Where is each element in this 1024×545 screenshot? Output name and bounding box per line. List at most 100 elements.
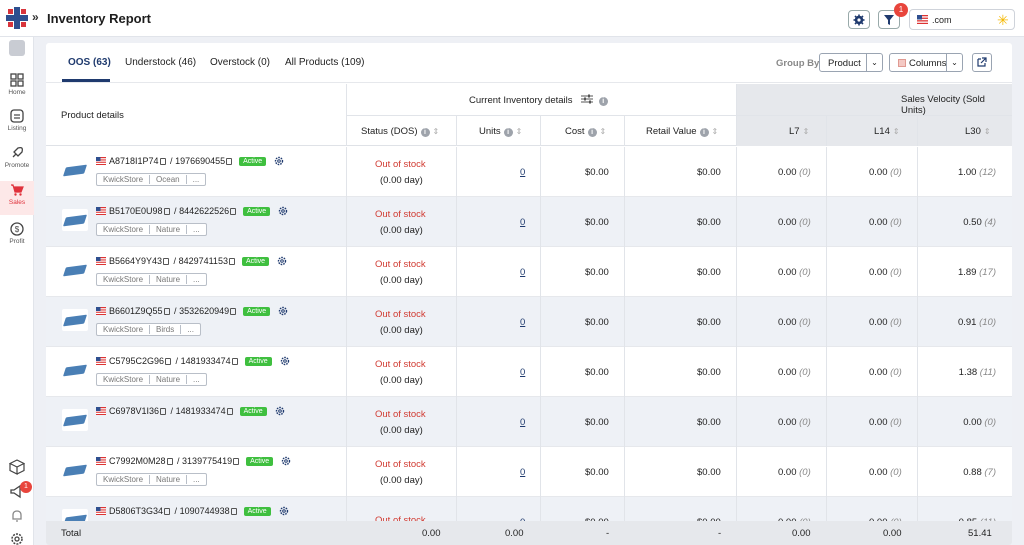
units-link[interactable]: 0 — [520, 167, 526, 178]
product-upc[interactable]: 1481933474 — [175, 406, 226, 416]
copy-icon[interactable] — [230, 308, 237, 315]
product-upc[interactable]: 8442622526 — [179, 206, 230, 216]
sort-icon[interactable]: ⇕ — [802, 127, 810, 136]
expand-sidebar-icon[interactable]: » — [32, 10, 39, 24]
table-row[interactable]: A8718I1P74 / 1976690455 Active KwickStore O… — [46, 147, 1012, 197]
gear-icon[interactable] — [274, 156, 284, 166]
product-thumbnail[interactable] — [62, 409, 88, 431]
export-button[interactable] — [972, 53, 992, 72]
sliders-icon[interactable] — [581, 94, 594, 104]
gear-icon[interactable] — [275, 406, 285, 416]
product-asin[interactable]: C7992M0M28 — [109, 456, 166, 466]
category-breadcrumb[interactable]: KwickStore Nature... — [96, 223, 207, 236]
tab-all-products[interactable]: All Products (109) — [285, 57, 365, 68]
units-link[interactable]: 0 — [520, 367, 526, 378]
product-upc[interactable]: 3139775419 — [182, 456, 233, 466]
info-icon[interactable]: i — [503, 128, 513, 137]
megaphone-icon[interactable] — [9, 484, 25, 500]
product-thumbnail[interactable] — [62, 309, 88, 331]
copy-icon[interactable] — [233, 458, 240, 465]
gear-icon[interactable] — [280, 356, 290, 366]
settings-icon[interactable] — [9, 531, 25, 545]
column-l7[interactable]: L7 ⇕ — [789, 126, 809, 137]
product-thumbnail[interactable] — [62, 159, 88, 181]
copy-icon[interactable] — [165, 358, 172, 365]
units-link[interactable]: 0 — [520, 317, 526, 328]
product-thumbnail[interactable] — [62, 459, 88, 481]
column-status[interactable]: Status (DOS) i ⇕ — [361, 126, 439, 137]
product-thumbnail[interactable] — [62, 209, 88, 231]
settings-button[interactable] — [848, 10, 870, 29]
column-units[interactable]: Units i ⇕ — [479, 126, 522, 137]
category-breadcrumb[interactable]: KwickStore Birds... — [96, 323, 201, 336]
tab-overstock[interactable]: Overstock (0) — [210, 57, 271, 68]
sort-icon[interactable]: ⇕ — [711, 127, 719, 136]
gear-icon[interactable] — [278, 206, 288, 216]
category-breadcrumb[interactable]: KwickStore Nature... — [96, 273, 207, 286]
sidebar-item-home[interactable]: Home — [0, 71, 34, 105]
category-breadcrumb[interactable]: KwickStore Nature... — [96, 473, 207, 486]
info-icon[interactable]: i — [699, 128, 709, 137]
tab-understock[interactable]: Understock (46) — [125, 57, 197, 68]
table-row[interactable]: B6601Z9Q55 / 3532620949 Active KwickStore B… — [46, 297, 1012, 347]
bell-icon[interactable] — [9, 508, 25, 524]
app-logo[interactable] — [6, 7, 28, 29]
product-thumbnail[interactable] — [62, 259, 88, 281]
product-upc[interactable]: 1976690455 — [175, 156, 226, 166]
category-breadcrumb[interactable]: KwickStore Ocean... — [96, 173, 207, 186]
table-row[interactable]: B5170E0U98 / 8442622526 Active KwickStore N… — [46, 197, 1012, 247]
sort-icon[interactable]: ⇕ — [599, 127, 607, 136]
column-cost[interactable]: Cost i ⇕ — [565, 126, 606, 137]
copy-icon[interactable] — [163, 308, 170, 315]
info-icon[interactable]: i — [587, 128, 597, 137]
copy-icon[interactable] — [164, 508, 171, 515]
copy-icon[interactable] — [163, 258, 170, 265]
info-icon[interactable]: i — [420, 128, 430, 137]
copy-icon[interactable] — [160, 408, 167, 415]
copy-icon[interactable] — [226, 408, 233, 415]
product-upc[interactable]: 8429741153 — [178, 256, 228, 266]
product-upc[interactable]: 1090744938 — [179, 506, 230, 516]
sort-icon[interactable]: ⇕ — [515, 127, 523, 136]
copy-icon[interactable] — [166, 458, 173, 465]
units-link[interactable]: 0 — [520, 267, 526, 278]
tab-oos[interactable]: OOS (63) — [68, 57, 111, 68]
units-link[interactable]: 0 — [520, 467, 526, 478]
sidebar-item-promote[interactable]: Promote — [0, 144, 34, 178]
product-asin[interactable]: C5795C2G96 — [109, 356, 165, 366]
product-upc[interactable]: 3532620949 — [179, 306, 230, 316]
column-retail-value[interactable]: Retail Value i ⇕ — [646, 126, 718, 137]
table-row[interactable]: C6978V1I36 / 1481933474 Active Out of stoc… — [46, 397, 1012, 447]
sidebar-item-profit[interactable]: $ Profit — [0, 220, 34, 254]
product-asin[interactable]: B5170E0U98 — [109, 206, 163, 216]
table-row[interactable]: C7992M0M28 / 3139775419 Active KwickStore N… — [46, 447, 1012, 497]
sidebar-item-listing[interactable]: Listing — [0, 107, 34, 141]
copy-icon[interactable] — [228, 258, 235, 265]
copy-icon[interactable] — [159, 158, 166, 165]
sort-icon[interactable]: ⇕ — [983, 127, 991, 136]
marketplace-select[interactable]: .com ✳ — [909, 9, 1015, 30]
product-asin[interactable]: B6601Z9Q55 — [109, 306, 163, 316]
copy-icon[interactable] — [226, 158, 233, 165]
sort-icon[interactable]: ⇕ — [892, 127, 900, 136]
column-l30[interactable]: L30 ⇕ — [965, 126, 991, 137]
box-icon[interactable] — [9, 459, 25, 475]
avatar[interactable] — [9, 40, 25, 56]
product-asin[interactable]: A8718I1P74 — [109, 156, 159, 166]
product-asin[interactable]: C6978V1I36 — [109, 406, 160, 416]
columns-select[interactable]: Columns ⌄ — [889, 53, 963, 72]
group-by-select[interactable]: Product ⌄ — [819, 53, 883, 72]
copy-icon[interactable] — [231, 358, 238, 365]
gear-icon[interactable] — [278, 306, 288, 316]
copy-icon[interactable] — [230, 208, 237, 215]
info-icon[interactable]: i — [598, 97, 608, 106]
product-upc[interactable]: 1481933474 — [180, 356, 231, 366]
category-breadcrumb[interactable]: KwickStore Nature... — [96, 373, 207, 386]
product-asin[interactable]: D5806T3G34 — [109, 506, 164, 516]
table-row[interactable]: C5795C2G96 / 1481933474 Active KwickStore N… — [46, 347, 1012, 397]
copy-icon[interactable] — [163, 208, 170, 215]
units-link[interactable]: 0 — [520, 217, 526, 228]
column-l14[interactable]: L14 ⇕ — [874, 126, 900, 137]
filter-button[interactable] — [878, 10, 900, 29]
gear-icon[interactable] — [281, 456, 291, 466]
